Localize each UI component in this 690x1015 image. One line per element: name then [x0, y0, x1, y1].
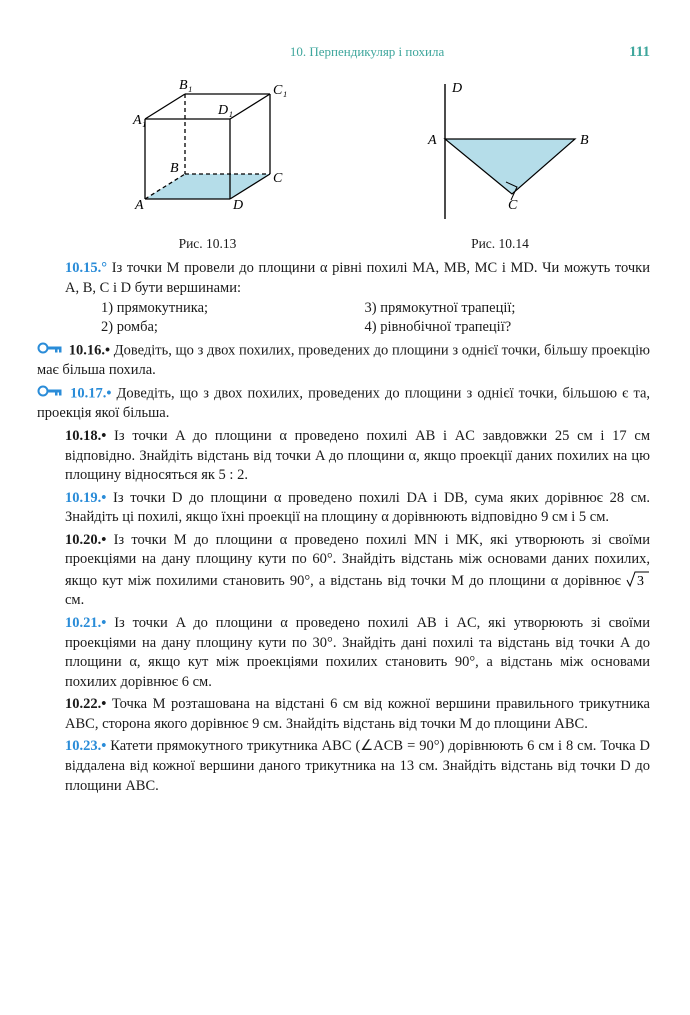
problem-number: 10.21.• — [65, 615, 106, 631]
problem-number: 10.22.• — [65, 696, 106, 712]
page-header: 10. Перпендикуляр і похила 111 — [65, 42, 650, 62]
problem-text: Із точки A до площини α проведено похилі… — [65, 428, 650, 483]
problem-10-18: 10.18.• Із точки A до площини α проведен… — [65, 427, 650, 486]
svg-text:C: C — [508, 198, 518, 213]
svg-text:D: D — [232, 198, 243, 213]
problem-text: Доведіть, що з двох похилих, проведених … — [37, 342, 650, 378]
textbook-page: 10. Перпендикуляр і похила 111 A₁ B₁ — [0, 0, 690, 1015]
svg-text:B: B — [580, 133, 589, 148]
problem-10-17: 10.17.• Доведіть, що з двох похилих, про… — [37, 384, 650, 424]
problem-number: 10.17.• — [70, 385, 111, 401]
cube-diagram: A₁ B₁ C₁ D₁ A B C D — [115, 74, 300, 229]
svg-text:D₁: D₁ — [217, 103, 233, 118]
problem-10-19: 10.19.• Із точки D до площини α проведен… — [65, 489, 650, 528]
figure-caption: Рис. 10.13 — [115, 235, 300, 253]
svg-text:C: C — [273, 171, 283, 186]
option-2: 2) ромба; — [101, 318, 365, 338]
section-title: 10. Перпендикуляр і похила — [105, 43, 629, 61]
svg-text:A: A — [427, 133, 437, 148]
problem-text: Із точки A до площини α проведено похилі… — [65, 615, 650, 690]
problem-10-23: 10.23.• Катети прямокутного трикутника A… — [65, 737, 650, 796]
problem-number: 10.15.° — [65, 260, 107, 276]
triangle-diagram: D A B C — [400, 74, 600, 229]
sqrt-value: 3 — [637, 574, 644, 588]
problem-10-16: 10.16.• Доведіть, що з двох похилих, про… — [37, 341, 650, 381]
svg-text:B₁: B₁ — [179, 78, 192, 93]
problem-text: Із точки M провели до площини α рівні по… — [65, 260, 650, 296]
key-icon — [37, 384, 63, 405]
problem-text: Із точки D до площини α проведено похилі… — [65, 490, 650, 526]
figure-caption: Рис. 10.14 — [400, 235, 600, 253]
figures-row: A₁ B₁ C₁ D₁ A B C D Рис. 10.13 D A B C Р… — [65, 74, 650, 253]
option-4: 4) рівнобічної трапеції? — [365, 318, 629, 338]
problem-number: 10.19.• — [65, 490, 106, 506]
page-number: 111 — [629, 42, 650, 62]
problem-10-15: 10.15.° Із точки M провели до площини α … — [65, 259, 650, 337]
problem-text: Із точки M до площини α проведено похилі… — [65, 532, 650, 589]
problem-number: 10.18.• — [65, 428, 106, 444]
svg-text:C₁: C₁ — [273, 83, 287, 98]
sqrt-expression: 3 — [626, 570, 650, 592]
problem-number: 10.23.• — [65, 738, 106, 754]
figure-10-13: A₁ B₁ C₁ D₁ A B C D Рис. 10.13 — [115, 74, 300, 253]
option-3: 3) прямокутної трапеції; — [365, 299, 629, 319]
svg-text:A: A — [134, 198, 144, 213]
option-1: 1) прямокутника; — [101, 299, 365, 319]
problem-number: 10.20.• — [65, 532, 106, 548]
problem-text: Точка M розташована на відстані 6 см від… — [65, 696, 650, 732]
problem-text: Доведіть, що з двох похилих, проведених … — [37, 385, 650, 421]
problem-10-21: 10.21.• Із точки A до площини α проведен… — [65, 614, 650, 692]
svg-text:A₁: A₁ — [132, 113, 146, 128]
svg-text:D: D — [451, 81, 462, 96]
svg-text:B: B — [170, 161, 179, 176]
problem-10-22: 10.22.• Точка M розташована на відстані … — [65, 695, 650, 734]
problem-10-20: 10.20.• Із точки M до площини α проведен… — [65, 531, 650, 611]
problem-text: Катети прямокутного трикутника ABC (∠ACB… — [65, 738, 650, 793]
problem-number: 10.16.• — [69, 342, 110, 358]
key-icon — [37, 341, 63, 362]
figure-10-14: D A B C Рис. 10.14 — [400, 74, 600, 253]
problem-options: 1) прямокутника; 3) прямокутної трапеції… — [101, 299, 650, 338]
problem-text-b: см. — [65, 592, 84, 608]
